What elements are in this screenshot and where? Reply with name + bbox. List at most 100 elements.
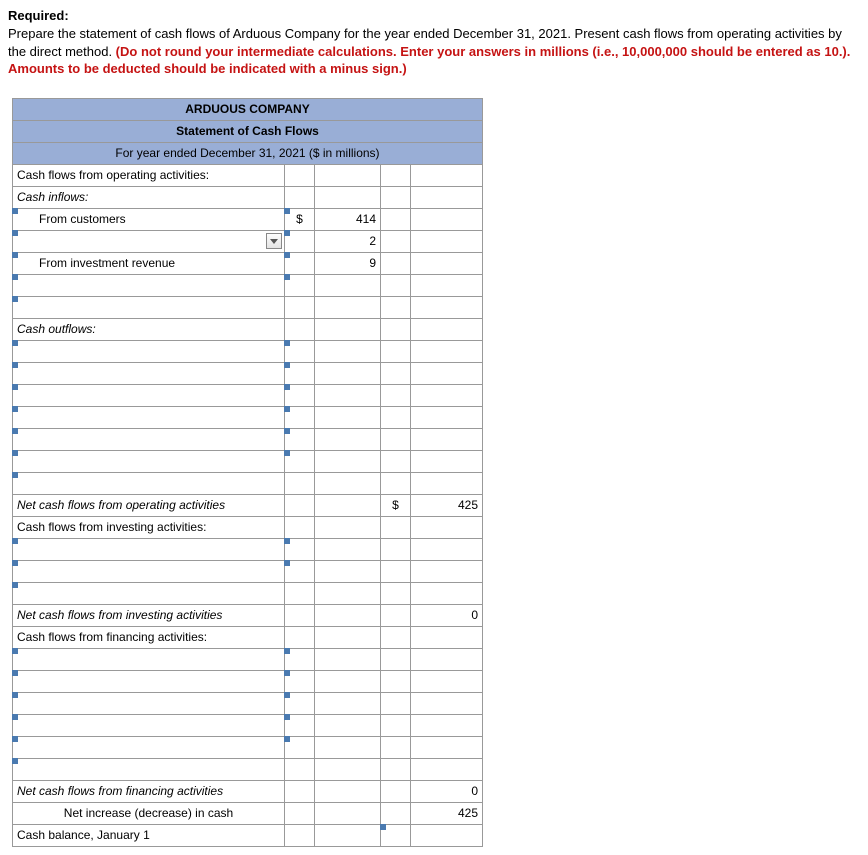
blank-label[interactable] xyxy=(13,736,285,758)
drag-handle-icon xyxy=(284,538,290,544)
currency-symbol: $ xyxy=(285,208,315,230)
row-blank-fin4 xyxy=(13,714,483,736)
required-label: Required: xyxy=(8,8,860,23)
drag-handle-icon xyxy=(284,648,290,654)
blank-input[interactable] xyxy=(315,758,381,780)
drag-handle-icon xyxy=(12,538,18,544)
blank-label[interactable] xyxy=(13,692,285,714)
instructions: Prepare the statement of cash flows of A… xyxy=(8,25,860,78)
drag-handle-icon xyxy=(284,714,290,720)
chevron-down-icon[interactable] xyxy=(266,233,282,249)
label-net-change: Net increase (decrease) in cash xyxy=(13,802,285,824)
blank-label[interactable] xyxy=(13,340,285,362)
value-net-inv: 0 xyxy=(411,604,483,626)
row-blank-inv2 xyxy=(13,560,483,582)
drag-handle-icon xyxy=(284,450,290,456)
blank-input[interactable] xyxy=(315,362,381,384)
drag-handle-icon xyxy=(284,560,290,566)
drag-handle-icon xyxy=(12,384,18,390)
blank-input[interactable] xyxy=(315,582,381,604)
label-net-inv: Net cash flows from investing activities xyxy=(13,604,285,626)
drag-handle-icon xyxy=(380,824,386,830)
value-net-fin: 0 xyxy=(411,780,483,802)
row-net-change: Net increase (decrease) in cash 425 xyxy=(13,802,483,824)
blank-label[interactable] xyxy=(13,450,285,472)
table-title-statement: Statement of Cash Flows xyxy=(13,120,483,142)
dropdown-cell[interactable] xyxy=(13,230,285,252)
drag-handle-icon xyxy=(284,252,290,258)
drag-handle-icon xyxy=(284,362,290,368)
label-op-header: Cash flows from operating activities: xyxy=(13,164,285,186)
blank-label[interactable] xyxy=(13,538,285,560)
drag-handle-icon xyxy=(12,252,18,258)
input-begin-bal[interactable] xyxy=(411,824,483,846)
blank-input[interactable] xyxy=(315,670,381,692)
drag-handle-icon xyxy=(12,472,18,478)
drag-handle-icon xyxy=(284,670,290,676)
blank-input[interactable] xyxy=(315,648,381,670)
input-from-customers[interactable]: 414 xyxy=(315,208,381,230)
row-blank-out5 xyxy=(13,428,483,450)
row-blank-out4 xyxy=(13,406,483,428)
blank-label[interactable] xyxy=(13,428,285,450)
blank-label[interactable] xyxy=(13,758,285,780)
blank-input[interactable] xyxy=(315,560,381,582)
blank-label[interactable] xyxy=(13,670,285,692)
blank-input[interactable] xyxy=(315,384,381,406)
blank-input[interactable] xyxy=(315,340,381,362)
drag-handle-icon xyxy=(12,340,18,346)
drag-handle-icon xyxy=(284,230,290,236)
drag-handle-icon xyxy=(12,406,18,412)
row-from-customers: From customers $ 414 xyxy=(13,208,483,230)
table-title-period: For year ended December 31, 2021 ($ in m… xyxy=(13,142,483,164)
row-blank-out2 xyxy=(13,362,483,384)
row-blank-fin2 xyxy=(13,670,483,692)
label-from-customers[interactable]: From customers xyxy=(13,208,285,230)
blank-label[interactable] xyxy=(13,274,285,296)
blank-label[interactable] xyxy=(13,560,285,582)
cash-flow-table: ARDUOUS COMPANY Statement of Cash Flows … xyxy=(12,98,483,847)
blank-input[interactable] xyxy=(315,274,381,296)
blank-input[interactable] xyxy=(315,736,381,758)
drag-handle-icon xyxy=(12,208,18,214)
blank-input[interactable] xyxy=(315,428,381,450)
blank-input[interactable] xyxy=(315,714,381,736)
blank-input[interactable] xyxy=(315,538,381,560)
blank-label[interactable] xyxy=(13,714,285,736)
blank-input[interactable] xyxy=(315,406,381,428)
row-blank-out7 xyxy=(13,472,483,494)
blank-input[interactable] xyxy=(315,450,381,472)
drag-handle-icon xyxy=(12,758,18,764)
input-blank-2[interactable]: 2 xyxy=(315,230,381,252)
drag-handle-icon xyxy=(284,384,290,390)
input-from-inv-rev[interactable]: 9 xyxy=(315,252,381,274)
row-from-inv-rev: From investment revenue 9 xyxy=(13,252,483,274)
blank-label[interactable] xyxy=(13,648,285,670)
instruction-red: (Do not round your intermediate calculat… xyxy=(8,44,850,77)
label-from-inv-rev[interactable]: From investment revenue xyxy=(13,252,285,274)
drag-handle-icon xyxy=(12,648,18,654)
drag-handle-icon xyxy=(284,208,290,214)
table-title-company: ARDUOUS COMPANY xyxy=(13,98,483,120)
row-inv-header: Cash flows from investing activities: xyxy=(13,516,483,538)
drag-handle-icon xyxy=(12,582,18,588)
blank-label[interactable] xyxy=(13,296,285,318)
blank-label[interactable] xyxy=(13,582,285,604)
blank-input[interactable] xyxy=(315,692,381,714)
label-begin-bal: Cash balance, January 1 xyxy=(13,824,285,846)
drag-handle-icon xyxy=(284,736,290,742)
row-blank-out6 xyxy=(13,450,483,472)
drag-handle-icon xyxy=(284,428,290,434)
blank-input[interactable] xyxy=(315,296,381,318)
blank-input[interactable] xyxy=(315,472,381,494)
label-net-op: Net cash flows from operating activities xyxy=(13,494,285,516)
row-blank-fin6 xyxy=(13,758,483,780)
blank-label[interactable] xyxy=(13,362,285,384)
currency-symbol: $ xyxy=(381,494,411,516)
blank-label[interactable] xyxy=(13,384,285,406)
blank-label[interactable] xyxy=(13,472,285,494)
blank-label[interactable] xyxy=(13,406,285,428)
drag-handle-icon xyxy=(12,692,18,698)
label-fin-header: Cash flows from financing activities: xyxy=(13,626,285,648)
row-blank-fin5 xyxy=(13,736,483,758)
